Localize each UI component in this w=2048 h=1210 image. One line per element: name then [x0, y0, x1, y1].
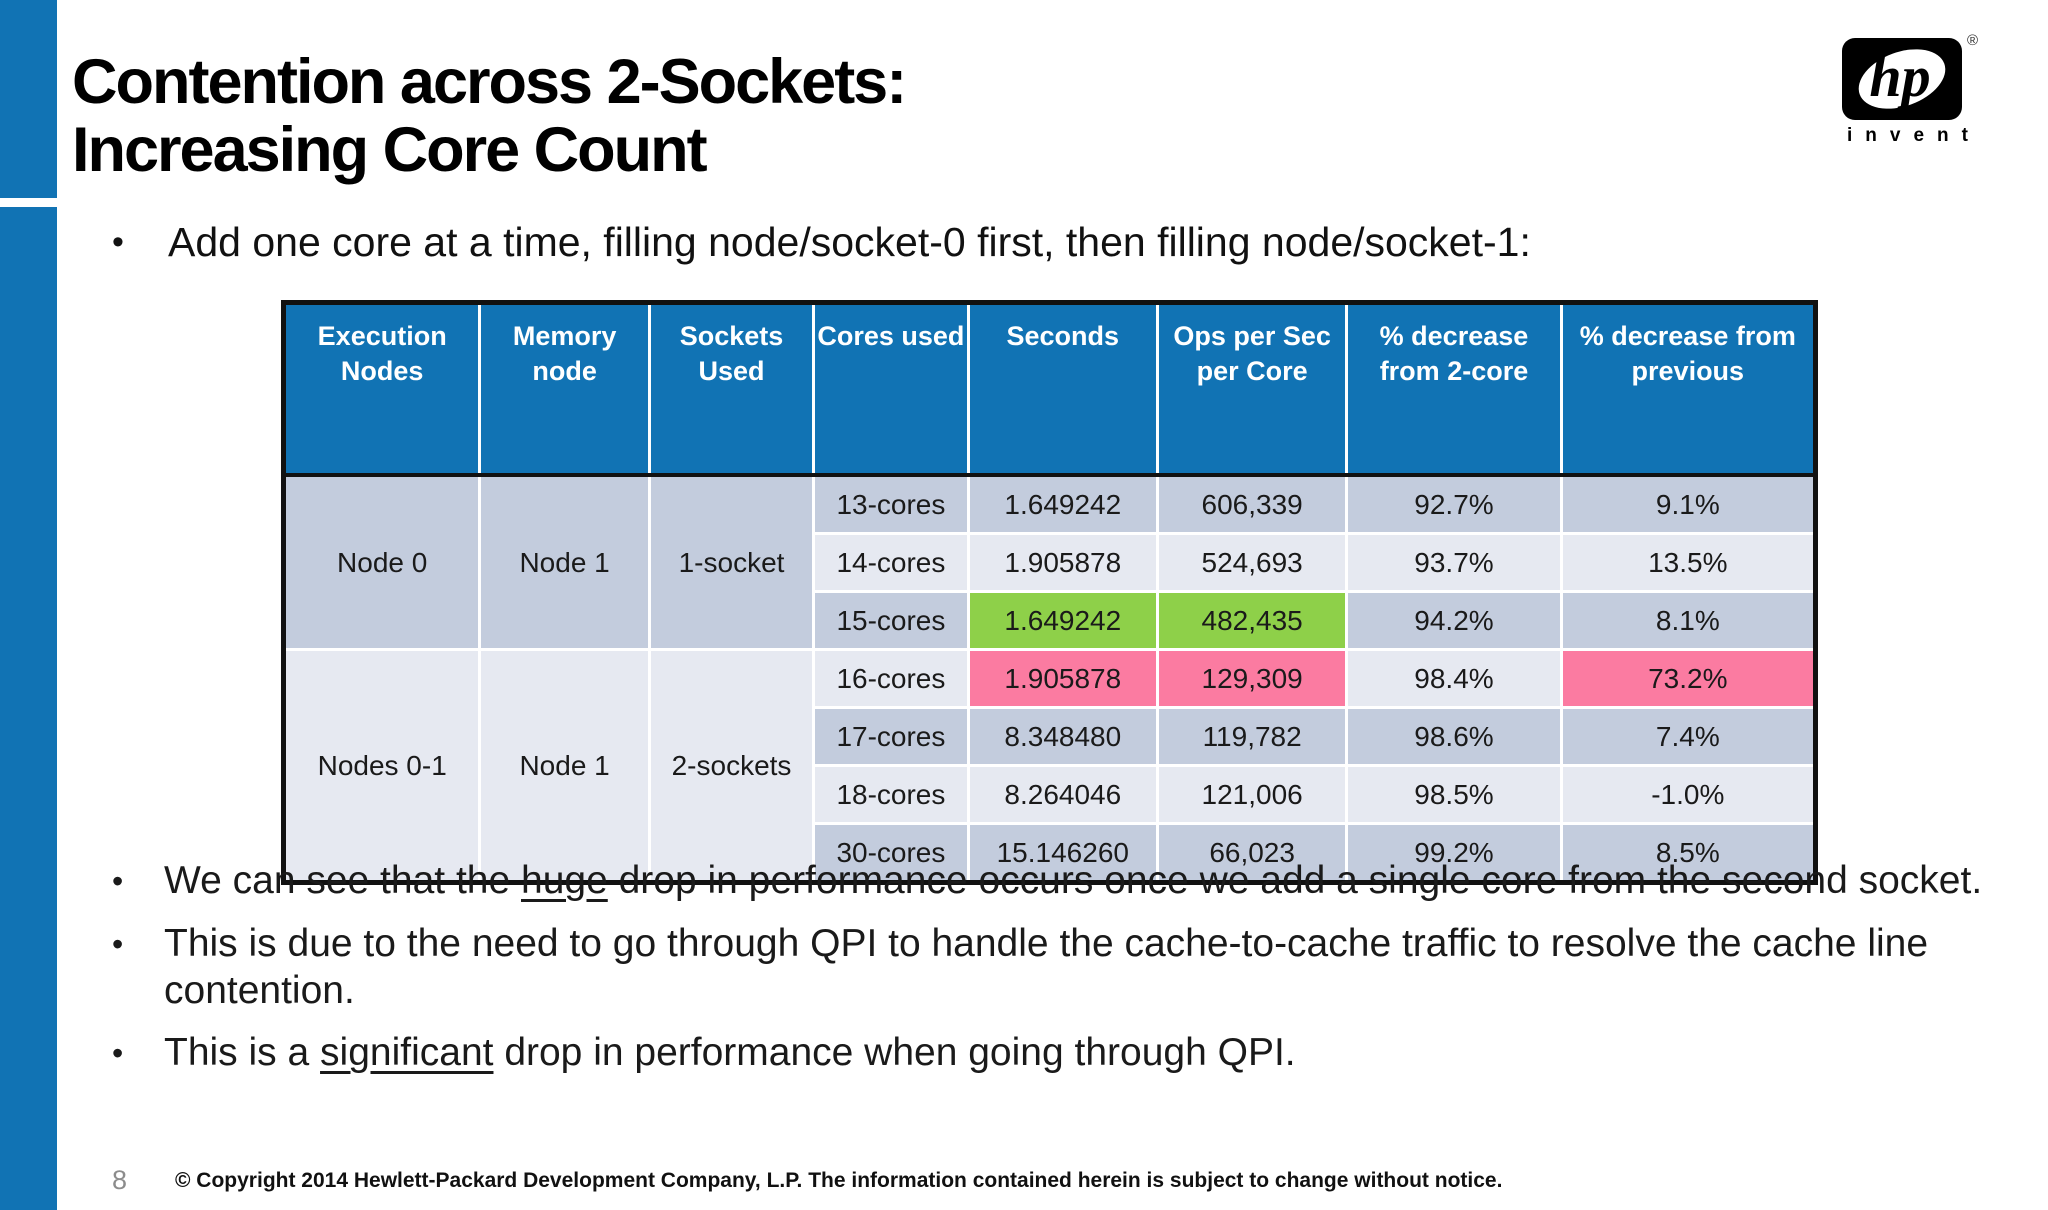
results-table-container: Execution Nodes Memory node Sockets Used… [281, 300, 1818, 885]
cell-decrease-2core: 98.4% [1345, 648, 1563, 709]
cell-ops: 606,339 [1155, 473, 1349, 535]
bullet-marker: • [112, 925, 124, 962]
cell-seconds: 1.905878 [966, 532, 1159, 593]
bullet-text-post: drop in performance when going through Q… [493, 1031, 1296, 1075]
cell-execution-nodes: Node 0 [281, 473, 482, 651]
bullet-significant-drop: • This is a significant drop in performa… [112, 1030, 1992, 1077]
cell-decrease-2core: 92.7% [1345, 473, 1563, 535]
table-row: Nodes 0-1 Node 1 2-sockets 16-cores 1.90… [281, 648, 1818, 884]
cell-seconds-highlight-green: 1.649242 [966, 590, 1159, 651]
bullet-marker: • [112, 863, 124, 899]
col-header-sockets-used: Sockets Used [647, 301, 816, 477]
table-row: Node 0 Node 1 1-socket 13-cores 1.649242… [281, 473, 1818, 651]
bullet-huge-drop: • We can see that the huge drop in perfo… [112, 858, 1992, 905]
bullet-text: This is a significant drop in performanc… [164, 1030, 1296, 1077]
cell-cores: 15-cores [812, 590, 970, 651]
cell-execution-nodes: Nodes 0-1 [281, 648, 482, 884]
slide-footer: 8 © Copyright 2014 Hewlett-Packard Devel… [0, 1160, 2048, 1196]
table-header-row: Execution Nodes Memory node Sockets Used… [281, 301, 1818, 477]
cell-ops: 524,693 [1155, 532, 1349, 593]
cell-cores: 13-cores [812, 473, 970, 535]
cell-sockets-used: 1-socket [647, 473, 816, 651]
cell-cores: 14-cores [812, 532, 970, 593]
bullet-text: We can see that the huge drop in perform… [164, 858, 1982, 905]
cell-ops-highlight-pink: 129,309 [1155, 648, 1349, 709]
table-row: 15-cores 1.649242 482,435 94.2% 8.1% [284, 590, 1818, 651]
cell-decrease-previous: 8.5% [1559, 822, 1818, 884]
intro-bullet: • Add one core at a time, filling node/s… [112, 218, 1992, 267]
hp-logo-mark: hp ® [1842, 32, 1978, 120]
left-accent-bar-bottom [0, 207, 57, 1210]
bullet-text-post: drop in performance occurs once we add a… [607, 859, 1983, 902]
table-row: 18-cores 8.264046 121,006 98.5% -1.0% [284, 764, 1818, 825]
col-header-memory-node: Memory node [478, 301, 651, 477]
cell-sockets-used: 2-sockets [647, 648, 816, 884]
bullet-text-pre: We can see that the [164, 859, 521, 902]
cell-decrease-previous-highlight-pink: 73.2% [1559, 648, 1818, 709]
intro-bullet-text: Add one core at a time, filling node/soc… [168, 219, 1531, 265]
results-table: Execution Nodes Memory node Sockets Used… [281, 300, 1818, 885]
left-accent-bar-top [0, 0, 57, 198]
cell-seconds: 1.649242 [966, 473, 1159, 535]
bullet-text: This is due to the need to go through QP… [164, 921, 1929, 1012]
cell-decrease-previous: 9.1% [1559, 473, 1818, 535]
cell-ops: 66,023 [1155, 822, 1349, 884]
cell-decrease-2core: 98.6% [1345, 706, 1563, 767]
conclusion-bullets: • We can see that the huge drop in perfo… [112, 858, 1992, 1093]
cell-cores: 17-cores [812, 706, 970, 767]
table-row: 30-cores 15.146260 66,023 99.2% 8.5% [284, 822, 1818, 884]
cell-decrease-previous: 7.4% [1559, 706, 1818, 767]
cell-decrease-previous: -1.0% [1559, 764, 1818, 825]
hp-logo-invent-text: invent [1847, 125, 1981, 146]
cell-memory-node: Node 1 [478, 648, 651, 884]
hp-logo: hp ® invent [1834, 32, 1981, 147]
cell-ops: 121,006 [1155, 764, 1349, 825]
cell-decrease-previous: 13.5% [1559, 532, 1818, 593]
title-line-2: Increasing Core Count [72, 115, 708, 186]
col-header-execution-nodes: Execution Nodes [281, 301, 482, 477]
cell-cores: 30-cores [812, 822, 970, 884]
col-header-cores-used: Cores used [812, 301, 970, 477]
page-number: 8 [112, 1165, 128, 1195]
svg-text:hp: hp [1869, 44, 1930, 109]
cell-decrease-previous: 8.1% [1559, 590, 1818, 651]
cell-seconds: 15.146260 [966, 822, 1159, 884]
cell-seconds-highlight-pink: 1.905878 [966, 648, 1159, 709]
bullet-marker: • [112, 223, 124, 261]
col-header-decrease-from-previous: % decrease from previous [1559, 301, 1818, 477]
page-title: Contention across 2-Sockets: Increasing … [72, 48, 1772, 184]
cell-decrease-2core: 99.2% [1345, 822, 1563, 884]
cell-memory-node: Node 1 [478, 473, 651, 651]
cell-decrease-2core: 94.2% [1345, 590, 1563, 651]
bullet-qpi-cache-traffic: • This is due to the need to go through … [112, 921, 1992, 1015]
bullet-text-pre: This is a [164, 1031, 321, 1075]
cell-ops-highlight-green: 482,435 [1155, 590, 1349, 651]
col-header-ops-per-sec-per-core: Ops per Sec per Core [1155, 301, 1349, 477]
underlined-word: huge [521, 859, 608, 902]
hp-logo-icon: hp [1842, 38, 1962, 120]
table-row: 17-cores 8.348480 119,782 98.6% 7.4% [284, 706, 1818, 767]
cell-ops: 119,782 [1155, 706, 1349, 767]
cell-cores: 16-cores [812, 648, 970, 709]
cell-decrease-2core: 98.5% [1345, 764, 1563, 825]
registered-trademark-symbol: ® [1966, 32, 1978, 49]
table-row: 14-cores 1.905878 524,693 93.7% 13.5% [284, 532, 1818, 593]
title-line-1: Contention across 2-Sockets: [72, 47, 907, 118]
col-header-seconds: Seconds [966, 301, 1159, 477]
cell-decrease-2core: 93.7% [1345, 532, 1563, 593]
bullet-marker: • [112, 1035, 124, 1072]
cell-seconds: 8.264046 [966, 764, 1159, 825]
cell-seconds: 8.348480 [966, 706, 1159, 767]
underlined-word: significant [320, 1031, 494, 1075]
cell-cores: 18-cores [812, 764, 970, 825]
col-header-decrease-from-2core: % decrease from 2-core [1345, 301, 1563, 477]
copyright-notice: © Copyright 2014 Hewlett-Packard Develop… [175, 1169, 1503, 1192]
